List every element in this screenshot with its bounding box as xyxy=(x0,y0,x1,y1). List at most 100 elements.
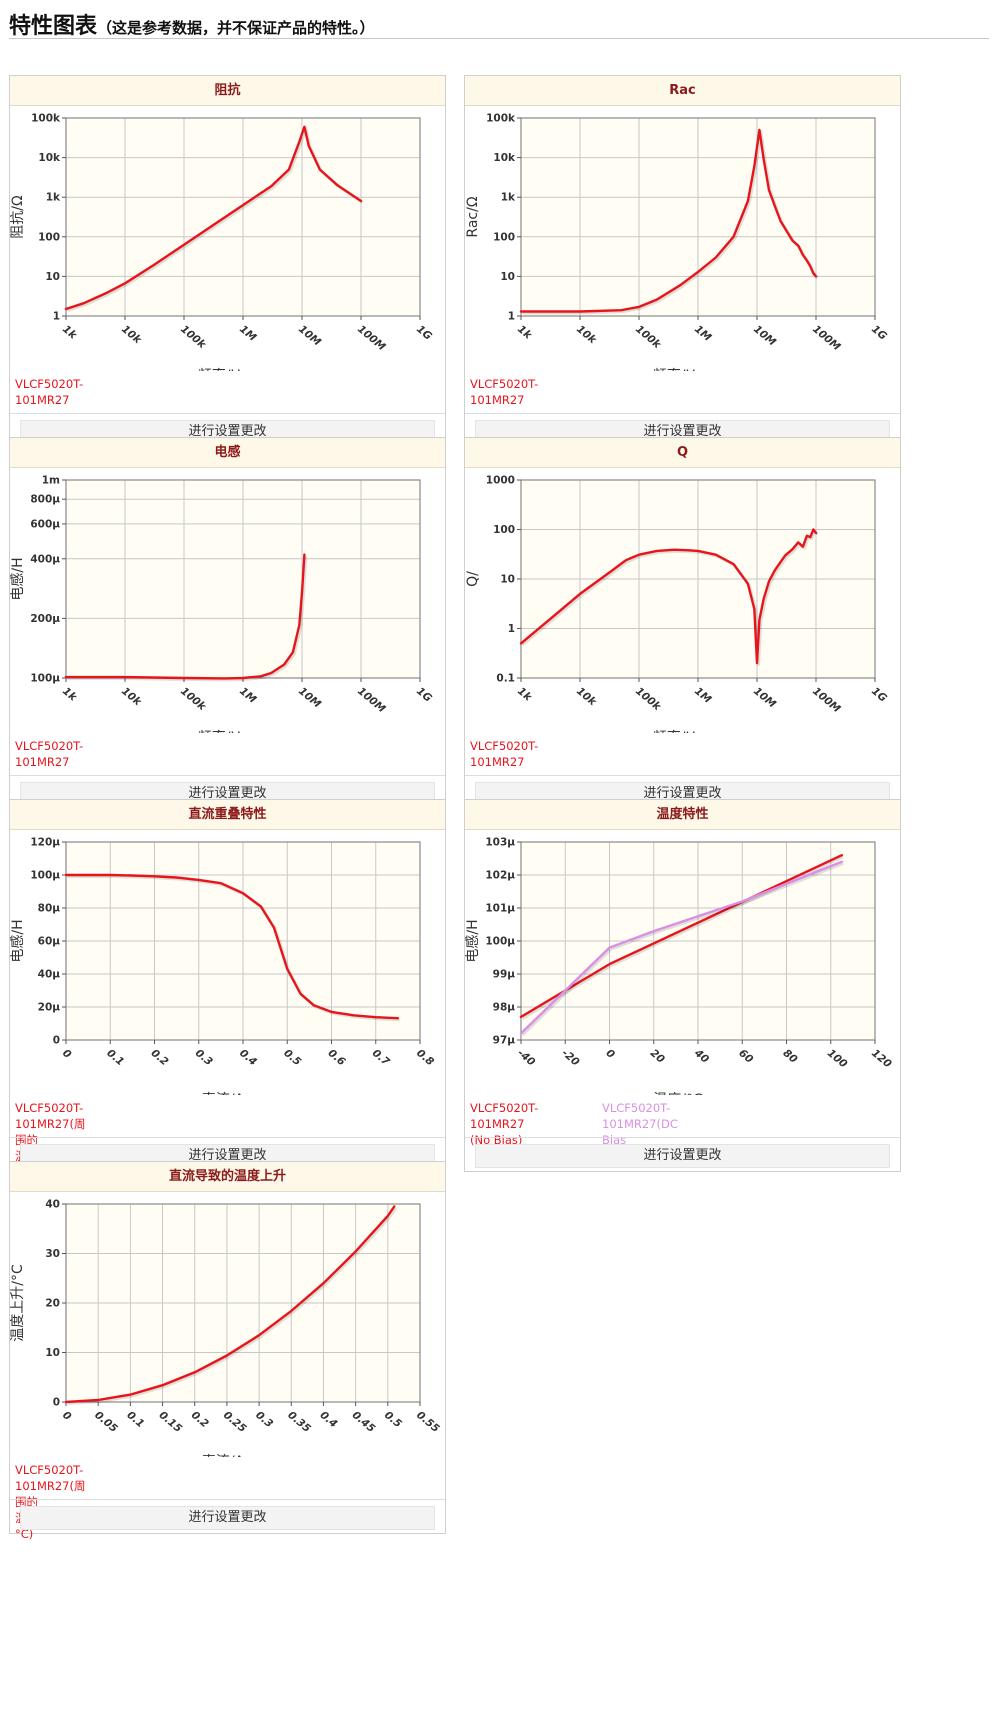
y-tick-label: 10k xyxy=(493,152,516,164)
x-tick-label: 100k xyxy=(633,685,664,713)
x-tick-label: 1M xyxy=(237,323,259,344)
x-tick-label: 0.4 xyxy=(318,1409,340,1430)
x-tick-label: 10M xyxy=(296,685,323,711)
panel-divider xyxy=(10,413,445,414)
page-title: 特性图表（这是参考数据，并不保证产品的特性。） xyxy=(9,8,989,39)
chart-plot: 0 20μ 40μ 60μ 80μ 100μ 120μ 0 0.1 0.2 0.3 0.4 0.5 0.6… xyxy=(9,830,445,1109)
x-tick-label: 100M xyxy=(355,685,388,715)
y-tick-label: 100μ xyxy=(30,673,60,685)
x-axis-label: 直流/A xyxy=(202,1091,245,1095)
settings-change-button[interactable]: 进行设置更改 xyxy=(475,1144,890,1168)
panel-divider xyxy=(465,1137,900,1138)
chart-svg: 1 10 100 1k 10k 100k 1k 10k 100k 1M 10M 100M 1G 频率/Hz… xyxy=(465,113,889,385)
y-tick-label: 100k xyxy=(31,113,61,125)
y-tick-label: 101μ xyxy=(485,903,515,915)
y-tick-label: 100 xyxy=(38,231,60,243)
x-axis-label: 频率/Hz xyxy=(653,367,704,371)
series-line[interactable] xyxy=(519,528,818,665)
y-tick-label: 10k xyxy=(38,152,61,164)
x-tick-label: 1M xyxy=(237,685,259,706)
x-tick-label: 0.45 xyxy=(350,1409,378,1435)
x-tick-label: 0.8 xyxy=(414,1047,436,1068)
settings-change-button[interactable]: 进行设置更改 xyxy=(20,1506,435,1530)
x-tick-label: 60 xyxy=(736,1047,755,1066)
y-tick-label: 10 xyxy=(500,271,515,283)
x-tick-label: 100k xyxy=(178,323,209,351)
legend-entry[interactable]: VLCF5020T-101MR27 (No Bias) xyxy=(470,1101,539,1147)
y-axis-label: Rac/Ω xyxy=(465,196,481,237)
y-tick-label: 1 xyxy=(508,623,515,635)
x-tick-label: 40 xyxy=(691,1046,711,1065)
x-tick-label: 10k xyxy=(119,323,144,347)
x-tick-label: 0 xyxy=(60,1047,73,1061)
x-tick-label: 0.1 xyxy=(104,1047,126,1068)
legend-entry[interactable]: VLCF5020T-101MR27 xyxy=(470,377,539,407)
x-tick-label: 0.2 xyxy=(149,1047,171,1068)
x-tick-label: 0.5 xyxy=(382,1409,404,1430)
x-tick-label: 0.35 xyxy=(285,1409,313,1435)
y-tick-label: 100μ xyxy=(30,870,60,882)
chart-panel: Rac 1 10 100 1k 10k 100k 1k 10k 100k 1M 10M 100M 1G 频率… xyxy=(464,75,901,448)
legend-entry[interactable]: VLCF5020T-101MR27 xyxy=(470,739,539,769)
legend-entry[interactable]: VLCF5020T-101MR27 xyxy=(15,377,84,407)
y-axis-label: Q/ xyxy=(465,571,481,587)
x-tick-label: 20 xyxy=(648,1047,667,1066)
y-tick-label: 99μ xyxy=(493,969,516,981)
series-line[interactable] xyxy=(64,1205,396,1404)
x-axis-label: 频率/Hz xyxy=(653,729,704,733)
x-axis-label: 直流/A xyxy=(202,1453,245,1457)
series-line[interactable] xyxy=(64,873,400,1020)
x-tick-label: 10M xyxy=(751,685,778,711)
chart-svg: 1 10 100 1k 10k 100k 1k 10k 100k 1M 10M 100M 1G 频率/Hz… xyxy=(10,113,434,385)
y-tick-label: 1k xyxy=(46,192,61,204)
y-tick-label: 100μ xyxy=(485,936,515,948)
y-tick-label: 0.1 xyxy=(496,673,515,685)
legend-entry[interactable]: VLCF5020T-101MR27 xyxy=(15,739,84,769)
y-tick-label: 100k xyxy=(486,113,516,125)
y-axis-label: 电感/H xyxy=(10,919,26,962)
y-tick-label: 100 xyxy=(493,524,515,536)
y-tick-label: 40μ xyxy=(38,969,61,981)
chart-panel: 阻抗 1 10 100 1k 10k 100k 1k 10k 100k 1M 10M 100M 1G 频率/… xyxy=(9,75,446,448)
y-axis-label: 温度上升/°C xyxy=(10,1264,26,1342)
chart-plot: 1 10 100 1k 10k 100k 1k 10k 100k 1M 10M 100M 1G 频率/Hz… xyxy=(10,106,445,385)
legend-entry[interactable]: VLCF5020T-101MR27(周围的 温度 = 20 °C) xyxy=(15,1463,86,1541)
series-line[interactable] xyxy=(64,125,363,311)
x-tick-label: 1k xyxy=(515,323,534,342)
y-tick-label: 0 xyxy=(53,1035,60,1047)
chart-panel: 直流重叠特性 0 20μ 40μ 60μ 80μ 100μ 120μ 0 0.1 0.2 0.3 0.4… xyxy=(9,799,446,1179)
y-axis-label: 电感/H xyxy=(10,557,26,600)
panel-title: 阻抗 xyxy=(10,76,445,106)
y-tick-label: 97μ xyxy=(493,1035,516,1047)
x-tick-label: 100k xyxy=(633,323,664,351)
y-tick-label: 60μ xyxy=(38,936,61,948)
y-axis-label: 电感/H xyxy=(465,919,481,962)
chart-svg: 97μ 98μ 99μ 100μ 101μ 102μ 103μ -40 -20 0 20 40 60 80… xyxy=(464,837,894,1109)
x-tick-label: 100 xyxy=(825,1047,850,1070)
x-tick-label: 1G xyxy=(414,323,434,343)
x-tick-label: 1M xyxy=(692,685,714,706)
x-tick-label: 1G xyxy=(869,685,889,705)
x-tick-label: 0.5 xyxy=(281,1047,303,1068)
panel-title: Q xyxy=(465,438,900,468)
chart-plot: 100μ 200μ 400μ 600μ 800μ 1m 1k 10k 100k 1M 10M 100M… xyxy=(9,468,445,747)
series-line[interactable] xyxy=(519,128,818,313)
y-tick-label: 10 xyxy=(45,1347,60,1359)
x-tick-label: 0.15 xyxy=(157,1409,185,1435)
y-tick-label: 400μ xyxy=(30,553,60,565)
y-tick-label: 1k xyxy=(501,192,516,204)
y-axis-label: 阻抗/Ω xyxy=(10,195,26,239)
legend-entry[interactable]: VLCF5020T-101MR27(DC Bias = 0.14A) xyxy=(602,1101,678,1163)
x-tick-label: 120 xyxy=(869,1047,894,1070)
series-line[interactable] xyxy=(519,860,843,1035)
y-tick-label: 1 xyxy=(53,311,60,323)
y-tick-label: 20 xyxy=(45,1298,60,1310)
y-tick-label: 103μ xyxy=(485,837,515,849)
x-tick-label: 0.25 xyxy=(221,1409,249,1435)
chart-plot: 0 10 20 30 40 0 0.05 0.1 0.15 0.2 0.25 0.3 0.35 0.4 0.… xyxy=(10,1192,445,1471)
x-tick-label: 1k xyxy=(60,323,79,342)
panel-divider xyxy=(10,1499,445,1500)
series-line[interactable] xyxy=(64,553,306,680)
x-tick-label: 100k xyxy=(178,685,209,713)
x-tick-label: 10k xyxy=(119,685,144,709)
